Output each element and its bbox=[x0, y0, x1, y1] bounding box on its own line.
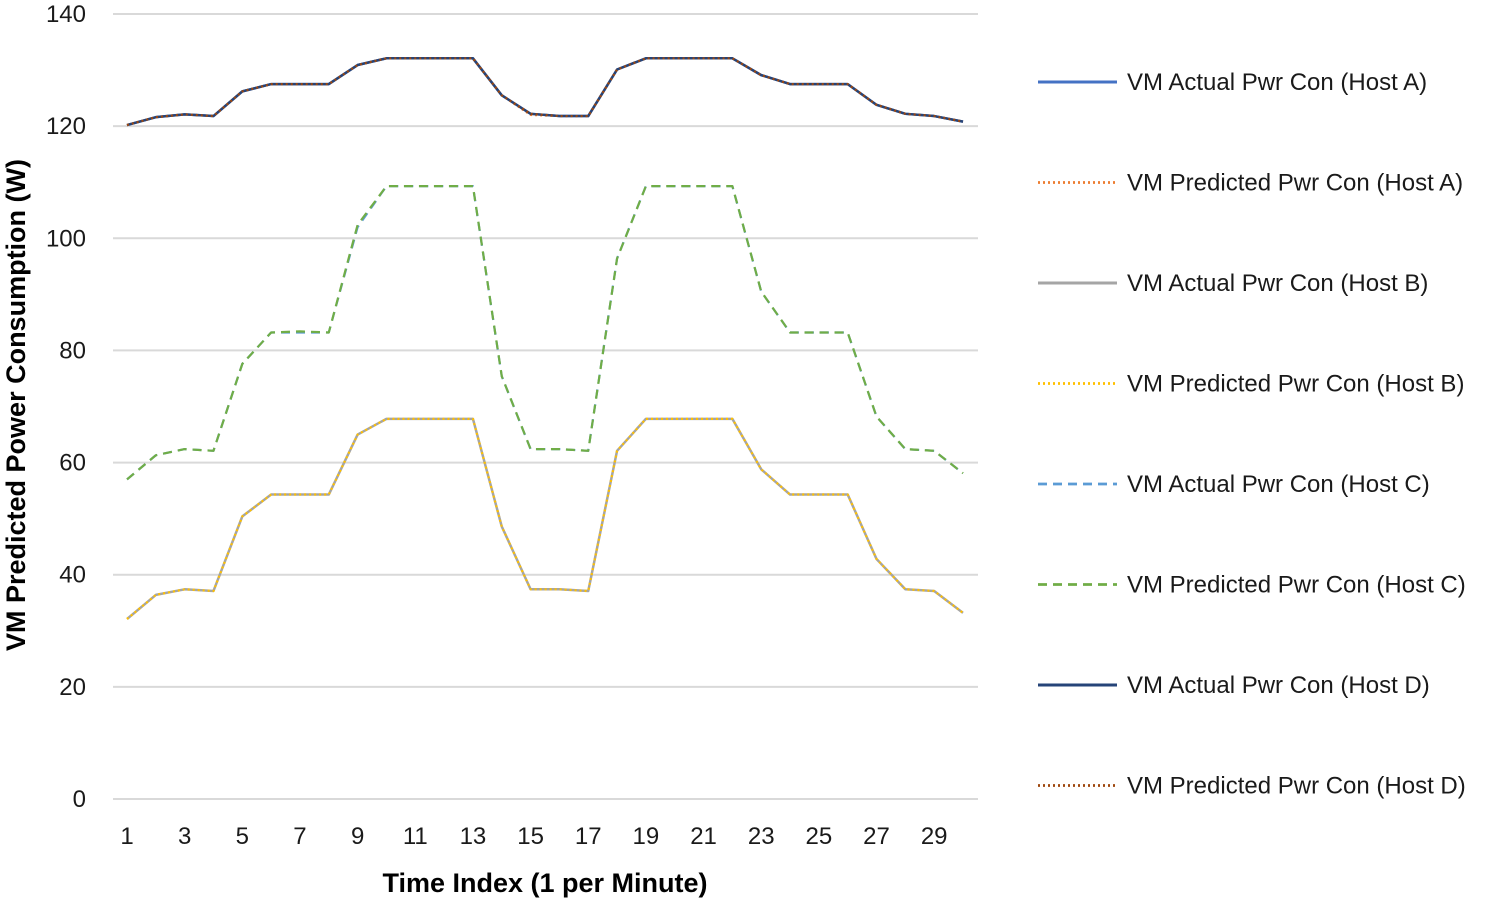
y-tick-label: 40 bbox=[59, 562, 86, 589]
x-tick-label: 17 bbox=[575, 823, 602, 850]
legend-label: VM Actual Pwr Con (Host C) bbox=[1127, 471, 1430, 498]
x-tick-label: 9 bbox=[351, 823, 364, 850]
series-lines bbox=[126, 57, 964, 620]
legend-label: VM Predicted Pwr Con (Host D) bbox=[1127, 773, 1466, 800]
legend-label: VM Actual Pwr Con (Host D) bbox=[1127, 672, 1430, 699]
x-tick-label: 19 bbox=[633, 823, 660, 850]
series-line-7 bbox=[126, 57, 964, 127]
x-tick-label: 23 bbox=[748, 823, 775, 850]
x-tick-label: 7 bbox=[293, 823, 306, 850]
x-tick-label: 25 bbox=[806, 823, 833, 850]
x-tick-label: 3 bbox=[178, 823, 191, 850]
x-tick-labels: 1 3 5 7 9 11 13 15 17 19 21 23 25 27 29 bbox=[120, 823, 947, 850]
gridlines bbox=[113, 13, 978, 800]
y-axis-title: VM Predicted Power Consumption (W) bbox=[1, 159, 31, 651]
y-tick-labels: 0 20 40 60 80 100 120 140 bbox=[46, 1, 86, 813]
y-tick-label: 140 bbox=[46, 1, 86, 28]
x-tick-label: 27 bbox=[863, 823, 890, 850]
y-tick-label: 0 bbox=[73, 786, 86, 813]
legend-label: VM Predicted Pwr Con (Host B) bbox=[1127, 371, 1464, 398]
x-tick-label: 29 bbox=[921, 823, 948, 850]
x-tick-label: 13 bbox=[460, 823, 487, 850]
x-tick-label: 15 bbox=[517, 823, 544, 850]
y-tick-label: 100 bbox=[46, 225, 86, 252]
series-line-4 bbox=[126, 417, 964, 620]
x-tick-label: 11 bbox=[403, 823, 428, 850]
x-tick-label: 21 bbox=[690, 823, 717, 850]
x-tick-label: 5 bbox=[236, 823, 249, 850]
x-tick-label: 1 bbox=[120, 823, 133, 850]
y-tick-label: 20 bbox=[59, 674, 86, 701]
legend-label: VM Predicted Pwr Con (Host A) bbox=[1127, 170, 1463, 197]
x-axis-title: Time Index (1 per Minute) bbox=[382, 868, 707, 898]
y-tick-label: 60 bbox=[59, 450, 86, 477]
legend-label: VM Actual Pwr Con (Host A) bbox=[1127, 69, 1427, 96]
legend: VM Actual Pwr Con (Host A) VM Predicted P… bbox=[1038, 69, 1466, 800]
y-tick-label: 120 bbox=[46, 113, 86, 140]
series-line-8 bbox=[126, 57, 964, 127]
y-tick-label: 80 bbox=[59, 337, 86, 364]
legend-label: VM Actual Pwr Con (Host B) bbox=[1127, 270, 1428, 297]
series-line-6 bbox=[126, 185, 964, 481]
legend-label: VM Predicted Pwr Con (Host C) bbox=[1127, 572, 1466, 599]
